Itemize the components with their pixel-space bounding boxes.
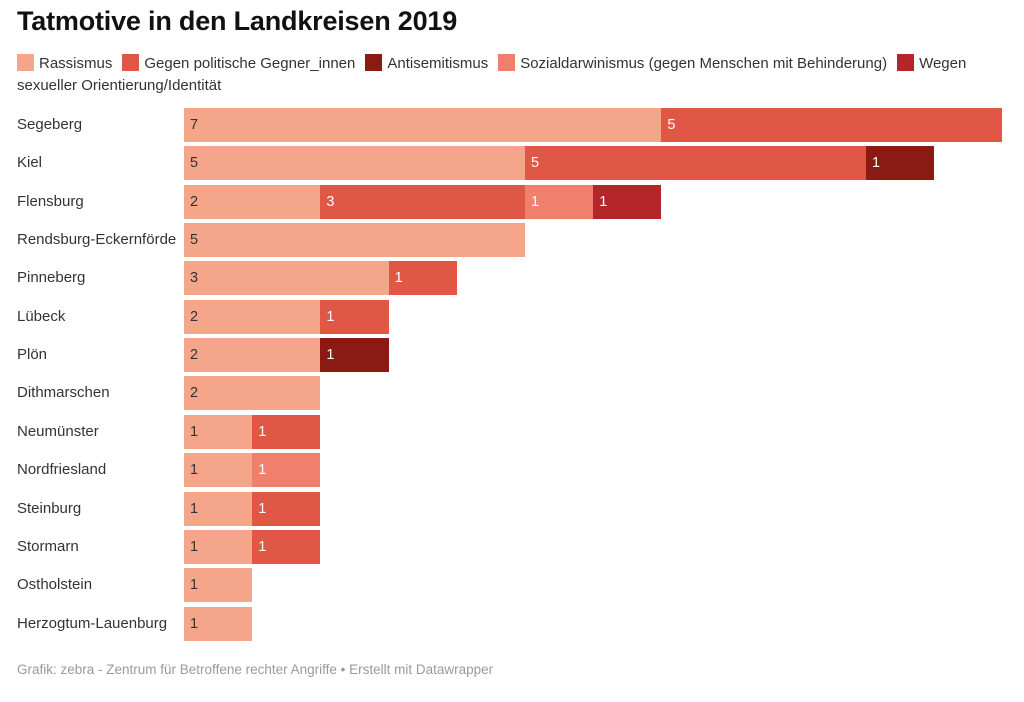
legend-label: Sozialdarwinismus (gegen Menschen mit Be…	[520, 55, 888, 72]
legend-label: Rassismus	[39, 55, 113, 72]
bar-value-label: 1	[190, 423, 199, 440]
bar-value-label: 1	[190, 615, 199, 632]
category-label: Flensburg	[17, 192, 84, 210]
bar-value-label: 1	[394, 270, 403, 287]
bar-segment	[320, 299, 389, 334]
bar-segment	[252, 529, 321, 564]
bar-value-label: 2	[190, 308, 199, 325]
bar-segment	[184, 338, 321, 373]
legend-label: Wegen sexueller Orientierung/Identität	[17, 55, 967, 94]
legend-label: Gegen politische Gegner_innen	[144, 55, 356, 72]
bar-value-label: 1	[258, 538, 267, 555]
bar-value-label: 5	[531, 155, 540, 172]
bar-segment	[866, 146, 935, 181]
bar-segment	[320, 338, 389, 373]
bar-value-label: 3	[326, 193, 335, 210]
bar-value-label: 1	[190, 462, 199, 479]
category-label: Pinneberg	[17, 269, 86, 287]
bar-value-label: 7	[190, 117, 199, 133]
chart-source-footer: Grafik: zebra - Zentrum für Betroffene r…	[17, 662, 494, 677]
bar-value-label: 3	[190, 270, 199, 287]
bar-value-label: 2	[190, 385, 199, 402]
bar-segment	[184, 299, 321, 334]
bar-value-label: 5	[190, 155, 199, 172]
bar-value-label: 1	[872, 155, 881, 172]
bar-value-label: 1	[326, 308, 335, 325]
bar-segment	[661, 108, 1003, 142]
bar-segment	[525, 146, 866, 181]
legend-item: Wegen sexueller Orientierung/Identität	[17, 54, 967, 94]
bar-segment	[184, 223, 525, 258]
legend-item: Gegen politische Gegner_innen	[122, 54, 356, 72]
bar-segment	[252, 453, 321, 488]
bar-value-label: 1	[258, 500, 267, 517]
bar-segment	[388, 261, 457, 296]
legend-swatch	[897, 54, 915, 71]
bar-segment	[184, 491, 253, 526]
bar-value-label: 1	[599, 193, 608, 210]
bar-value-label: 2	[190, 347, 199, 364]
legend-label: Antisemitismus	[387, 55, 489, 72]
category-label: Lübeck	[17, 307, 66, 325]
chart-title: Tatmotive in den Landkreisen 2019	[17, 6, 458, 36]
bar-value-label: 1	[531, 193, 540, 210]
bar-segment	[320, 184, 525, 219]
bar-segment	[184, 261, 389, 296]
legend-swatch	[365, 54, 383, 71]
legend-swatch	[17, 54, 34, 71]
bar-value-label: 1	[190, 577, 199, 594]
category-label: Herzogtum-Lauenburg	[17, 614, 168, 632]
legend-swatch	[122, 54, 140, 71]
category-label: Dithmarschen	[17, 384, 110, 402]
bar-value-label: 1	[190, 500, 199, 517]
bar-segment	[184, 108, 662, 142]
bar-value-label: 2	[190, 193, 199, 210]
bar-value-label: 1	[258, 423, 267, 440]
category-label: Segeberg	[17, 116, 83, 133]
category-label: Plön	[17, 346, 48, 364]
bar-segment	[525, 184, 594, 219]
category-label: Neumünster	[17, 422, 99, 440]
category-label: Nordfriesland	[17, 461, 107, 479]
bar-value-label: 1	[190, 538, 199, 555]
category-label: Ostholstein	[17, 576, 93, 594]
bar-segment	[184, 606, 253, 641]
legend-item: Sozialdarwinismus (gegen Menschen mit Be…	[498, 54, 888, 72]
bar-segment	[252, 414, 321, 449]
bar-value-label: 1	[326, 347, 335, 364]
bar-segment	[184, 453, 253, 488]
legend-swatch	[498, 54, 516, 71]
bar-segment	[184, 568, 253, 603]
bar-value-label: 5	[667, 117, 676, 133]
category-label: Steinburg	[17, 499, 82, 517]
bar-segment	[252, 491, 321, 526]
legend-item: Antisemitismus	[365, 54, 489, 72]
category-label: Stormarn	[17, 537, 79, 555]
bar-segment	[184, 376, 321, 411]
chart-legend: Rassismus Gegen politische Gegner_innen An…	[17, 53, 1007, 97]
category-label: Kiel	[17, 154, 43, 172]
bar-segment	[184, 146, 525, 181]
bar-segment	[593, 184, 662, 219]
bar-value-label: 1	[258, 462, 267, 479]
category-label: Rendsburg-Eckernförde	[17, 231, 177, 249]
legend-item: Rassismus	[17, 54, 113, 72]
bar-segment	[184, 184, 321, 219]
bar-value-label: 5	[190, 232, 199, 249]
bar-segment	[184, 414, 253, 449]
bar-segment	[184, 529, 253, 564]
